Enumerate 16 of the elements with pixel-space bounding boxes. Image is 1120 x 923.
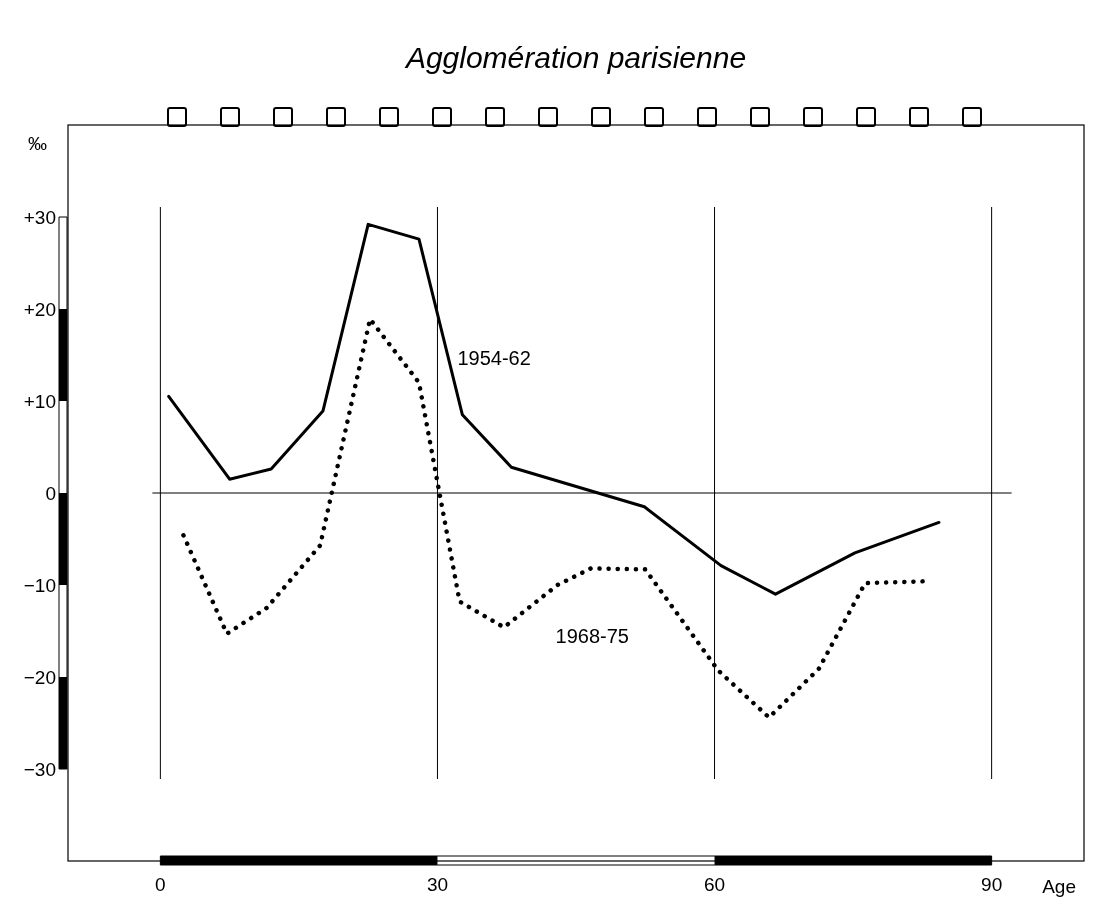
chart-title: Agglomération parisienne xyxy=(403,41,747,74)
x-axis-title: Age xyxy=(1042,876,1076,897)
y-tick-label: −10 xyxy=(23,575,56,596)
series-label: 1968-75 xyxy=(555,625,629,647)
y-tick-label: +20 xyxy=(23,299,56,320)
y-tick-label: +10 xyxy=(23,391,56,412)
y-tick-label: −30 xyxy=(23,759,56,780)
x-tick-label: 60 xyxy=(703,874,726,895)
series-label: 1954-62 xyxy=(457,346,531,369)
y-axis-title: ‰ xyxy=(28,133,47,154)
x-tick-label: 30 xyxy=(426,874,449,895)
y-tick-label: −20 xyxy=(23,667,56,688)
y-tick-label: +30 xyxy=(23,207,56,228)
y-tick-label: 0 xyxy=(45,483,56,504)
x-tick-label: 90 xyxy=(981,874,1003,895)
x-tick-label: 0 xyxy=(155,874,166,895)
